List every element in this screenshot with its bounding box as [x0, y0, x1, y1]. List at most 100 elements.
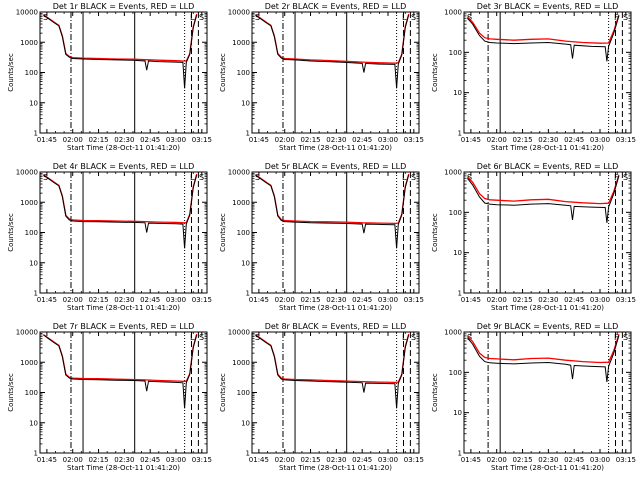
x-tick-label: 03:15: [192, 136, 212, 144]
marker-label: L: [402, 13, 407, 22]
y-tick-label: 1: [34, 450, 38, 458]
y-tick-label: 10000: [228, 169, 250, 177]
y-tick-label: 10000: [16, 329, 38, 337]
detector-panel: Det 1r BLACK = Events, RED = LLD 1 10 100 10…: [7, 2, 212, 152]
x-tick-label: 02:00: [63, 136, 83, 144]
panel-title: Det 2r BLACK = Events, RED = LLD: [265, 2, 407, 11]
x-tick-label: 03:15: [404, 296, 424, 304]
y-tick-label: 10: [29, 99, 38, 107]
detector-panel: Det 2r BLACK = Events, RED = LLD 1 10 100 10…: [219, 2, 424, 152]
y-tick-label: 1: [458, 290, 462, 298]
x-tick-label: 03:15: [192, 456, 212, 464]
x-tick-label: 02:15: [88, 136, 108, 144]
y-tick-label: 10: [453, 89, 462, 97]
marker-label: S: [255, 13, 260, 22]
x-tick-label: 02:15: [512, 456, 532, 464]
y-tick-label: 1000: [20, 199, 38, 207]
x-tick-label: 02:30: [538, 456, 558, 464]
x-tick-label: 01:45: [37, 296, 57, 304]
plot-frame: [463, 171, 632, 294]
x-tick-label: 03:00: [378, 296, 398, 304]
y-axis-label: Counts/sec: [219, 213, 227, 252]
y-tick-label: 10: [241, 99, 250, 107]
x-tick-label: 02:15: [88, 456, 108, 464]
y-tick-label: 1000: [444, 169, 462, 177]
x-tick-label: 03:15: [404, 136, 424, 144]
x-tick-label: 02:30: [114, 136, 134, 144]
events-rate-line: [255, 14, 410, 89]
panel-title: Det 3r BLACK = Events, RED = LLD: [477, 2, 619, 11]
y-tick-label: 10000: [228, 329, 250, 337]
y-tick-label: 1000: [20, 39, 38, 47]
y-axis-label: Counts/sec: [7, 53, 15, 92]
y-tick-label: 100: [25, 229, 38, 237]
x-tick-label: 02:00: [487, 456, 507, 464]
y-tick-label: 1000: [444, 329, 462, 337]
y-axis-label: Counts/sec: [431, 213, 439, 252]
y-tick-label: 100: [237, 229, 250, 237]
x-axis-label: Start Time (28-Oct-11 01:41:20): [279, 304, 392, 312]
events-rate-line: [467, 175, 620, 223]
x-tick-label: 02:00: [487, 296, 507, 304]
x-tick-label: 03:15: [192, 296, 212, 304]
x-tick-label: 03:15: [616, 136, 636, 144]
y-tick-label: 1000: [232, 39, 250, 47]
lld-rate-line: [466, 14, 620, 44]
x-tick-label: 02:45: [352, 136, 372, 144]
y-tick-label: 10: [453, 249, 462, 257]
marker-label: S: [411, 333, 416, 342]
x-tick-label: 01:45: [461, 296, 481, 304]
marker-label: S: [255, 333, 260, 342]
marker-label: F: [614, 13, 619, 22]
x-tick-label: 03:00: [166, 296, 186, 304]
x-tick-label: 02:30: [114, 296, 134, 304]
events-rate-line: [43, 14, 198, 89]
marker-label: S: [623, 13, 628, 22]
y-tick-label: 10: [241, 259, 250, 267]
x-tick-label: 03:00: [590, 136, 610, 144]
y-tick-label: 10: [29, 419, 38, 427]
x-tick-label: 02:45: [564, 296, 584, 304]
detector-panel: Det 4r BLACK = Events, RED = LLD 1 10 100 10…: [7, 162, 212, 312]
y-axis-label: Counts/sec: [7, 373, 15, 412]
events-rate-line: [43, 334, 198, 409]
x-tick-label: 02:30: [326, 296, 346, 304]
x-tick-label: 02:30: [538, 296, 558, 304]
x-axis-label: Start Time (28-Oct-11 01:41:20): [67, 144, 180, 152]
x-tick-label: 02:15: [512, 296, 532, 304]
marker-label: S: [199, 13, 204, 22]
y-tick-label: 1: [34, 290, 38, 298]
marker-label: L: [402, 333, 407, 342]
x-tick-label: 02:00: [275, 456, 295, 464]
x-tick-label: 01:45: [461, 456, 481, 464]
x-tick-label: 03:00: [590, 456, 610, 464]
x-tick-label: 02:15: [300, 136, 320, 144]
x-tick-label: 02:30: [326, 136, 346, 144]
y-tick-label: 1000: [20, 359, 38, 367]
x-tick-label: 03:00: [166, 456, 186, 464]
y-tick-label: 10000: [16, 9, 38, 17]
x-tick-label: 03:15: [404, 456, 424, 464]
marker-label: S: [255, 173, 260, 182]
lld-rate-line: [466, 334, 620, 364]
x-tick-label: 02:00: [487, 136, 507, 144]
y-tick-label: 1000: [232, 199, 250, 207]
y-tick-label: 1: [246, 130, 250, 138]
x-tick-label: 02:30: [326, 456, 346, 464]
x-tick-label: 02:00: [63, 296, 83, 304]
x-tick-label: 03:15: [616, 456, 636, 464]
y-tick-label: 1: [246, 450, 250, 458]
y-axis-label: Counts/sec: [219, 53, 227, 92]
y-axis-label: Counts/sec: [219, 373, 227, 412]
y-tick-label: 100: [237, 389, 250, 397]
plot-frame: [463, 331, 632, 454]
x-tick-label: 02:00: [275, 296, 295, 304]
events-rate-line: [255, 174, 410, 249]
plot-frame: [463, 11, 632, 134]
x-tick-label: 02:45: [140, 296, 160, 304]
x-tick-label: 01:45: [37, 136, 57, 144]
events-rate-line: [255, 334, 410, 409]
panel-title: Det 9r BLACK = Events, RED = LLD: [477, 322, 619, 331]
y-tick-label: 1: [246, 290, 250, 298]
